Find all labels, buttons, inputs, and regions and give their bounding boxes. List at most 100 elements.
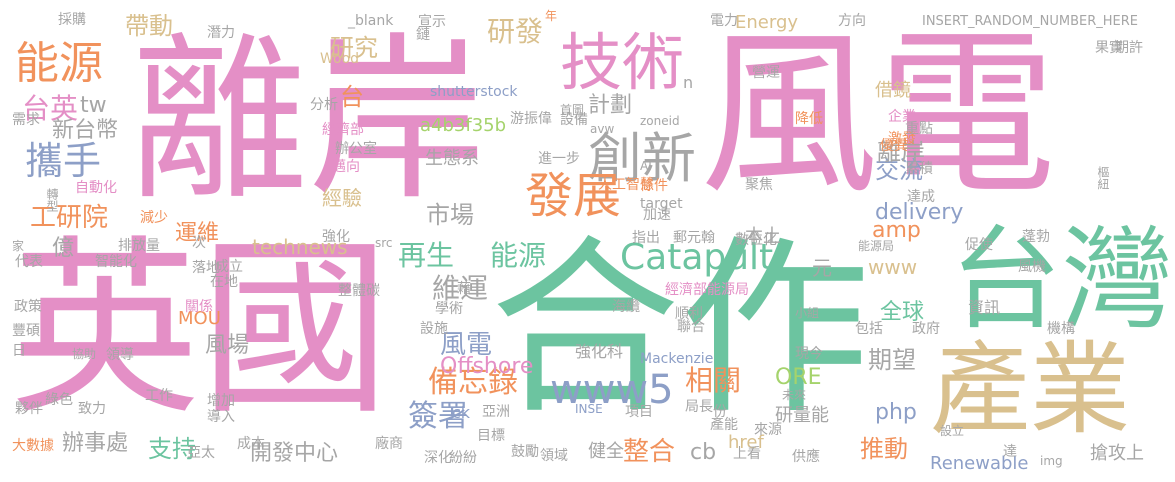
cloud-word-term-29: 再生 [398,239,455,272]
cloud-word-term-105: 達成 [907,189,935,205]
cloud-word-term-167: 順利 [675,306,703,322]
cloud-word-term-173: 整體碳 [338,283,380,299]
cloud-word-term-3: 合作 [490,219,871,440]
cloud-word-www5-41: www5 [550,367,674,413]
cloud-word-term-146: 廠商 [375,436,403,452]
cloud-word-blank-68: _blank [348,13,394,29]
cloud-word-term-154: 達 [1003,444,1017,460]
cloud-word-term-141: 工作 [145,388,173,404]
cloud-word-term-1: 風電 [700,11,1056,218]
cloud-word-term-96: 能源局 [858,239,895,253]
cloud-word-term-166: 機構 [1047,321,1075,337]
cloud-word-term-45: 簽署 [408,399,468,434]
cloud-word-term-132: 豐碩 [12,323,40,339]
cloud-word-term-37: 期望 [868,346,916,374]
cloud-word-term-127: 代表 [15,254,43,270]
cloud-word-catapult-31: Catapult [620,237,774,278]
cloud-word-term-25: 生態系 [425,148,479,169]
cloud-word-term-80: 亞洲 [482,404,510,420]
cloud-word-term-46: 支持 [148,435,196,463]
cloud-word-www-34: www [868,255,918,279]
cloud-word-term-150: 目標 [477,428,505,444]
cloud-word-term-57: 健全 [588,441,624,462]
cloud-word-term-161: 未來 [782,388,807,402]
cloud-word-tw-12: tw [80,93,107,118]
cloud-word-term-116: 鏈 [416,27,430,43]
cloud-word-img-75: img [1040,454,1063,468]
cloud-word-term-20: 交流 [875,156,923,184]
cloud-word-avw-74: avw [590,122,615,136]
cloud-word-src-72: src [375,236,393,250]
cloud-word-term-16: 研發 [487,15,544,48]
cloud-word-term-23: 經驗 [322,186,362,210]
cloud-word-term-30: 能源 [490,239,547,272]
cloud-word-term-159: 份 [713,404,727,420]
cloud-word-n-78: n [683,73,694,92]
cloud-word-target-71: target [640,196,683,212]
cloud-word-term-110: 果實 [1095,40,1123,56]
cloud-word-term-59: 強化科 [575,342,624,361]
cloud-word-term-42: 相關 [685,364,742,397]
cloud-word-term-126: 成立 [215,259,243,275]
cloud-word-term-129: 落地 [192,260,220,276]
cloud-word-href-70: href [728,432,764,453]
cloud-word-term-48: 開發中心 [250,441,339,466]
cloud-word-term-122: 減少 [140,210,168,226]
cloud-word-ai-76: AI [640,159,652,173]
cloud-word-term-118: 採購 [58,12,86,28]
cloud-word-term-35: 全球 [880,300,925,325]
cloud-word-term-100: 企業 [888,109,916,125]
cloud-word-term-64: 資訊 [968,298,1001,317]
cloud-word-term-84: 辦公室 [335,141,377,157]
cloud-word-term-62: 元 [812,256,832,280]
cloud-word-term-54: 運維 [175,221,220,246]
cloud-word-term-15: 億 [52,236,75,261]
cloud-word-term-156: 來源 [754,422,782,438]
cloud-word-offshore-40: Offshore [440,354,534,379]
cloud-word-term-142: 增加 [207,393,235,409]
cloud-word-ck-79: ck [452,403,471,422]
cloud-word-term-117: 潛力 [207,25,235,41]
cloud-word-inse-77: INSE [575,402,603,416]
cloud-word-term-50: 推動 [860,435,908,463]
cloud-word-term-2: 英國 [10,219,391,440]
cloud-word-term-133: 日 [12,343,26,359]
cloud-word-term-155: 設立 [940,424,965,438]
cloud-word-term-83: 經濟部 [322,122,364,138]
cloud-word-term-94: 郵元翰 [673,230,715,246]
cloud-word-renewable-51: Renewable [930,453,1029,474]
cloud-word-term-107: 促使 [965,237,993,253]
cloud-word-term-112: 電力 [710,13,738,29]
cloud-word-term-4: 台灣 [950,216,1173,345]
cloud-word-term-163: 現今 [795,346,823,362]
cloud-word-term-18: 帶動 [125,12,173,40]
cloud-word-energy-53: Energy [735,12,799,33]
cloud-word-term-128: 智能化 [95,254,137,270]
cloud-word-term-148: 紛紛 [449,450,477,466]
cloud-word-term-157: 局長 [685,399,713,415]
cloud-word-term-93: 指出 [632,230,660,246]
cloud-word-term-85: 邁向 [332,159,360,175]
cloud-word-term-9: 創新 [588,127,696,190]
cloud-word-mackenzie-67: Mackenzie [640,351,714,367]
cloud-word-term-121: 自動化 [75,180,117,196]
cloud-word-ore-43: ORE [775,365,822,390]
cloud-word-term-95: 數位化 [735,232,777,248]
cloud-word-term-174: 強化 [322,229,350,245]
cloud-word-term-8: 攜手 [25,139,102,183]
cloud-word-term-164: 包括 [855,321,883,337]
cloud-word-term-7: 能源 [15,38,103,89]
cloud-word-php-44: php [875,400,917,425]
cloud-word-wood-69: Wood [320,51,360,67]
cloud-word-term-36: 風場 [205,333,250,358]
cloud-word-term-138: 夥伴 [15,401,43,417]
cloud-word-term-87: 游振偉 [510,111,552,127]
cloud-word-term-17: 研究 [330,34,378,62]
cloud-word-term-158: 項目 [625,404,653,420]
cloud-word-a4b3f35b-26: a4b3f35b [420,115,507,136]
cloud-word-term-92: 加速 [643,207,671,223]
cloud-word-term-165: 政府 [912,321,940,337]
cloud-word-term-11: 台英 [22,92,79,125]
cloud-word-term-140: 大數據 [12,438,54,454]
